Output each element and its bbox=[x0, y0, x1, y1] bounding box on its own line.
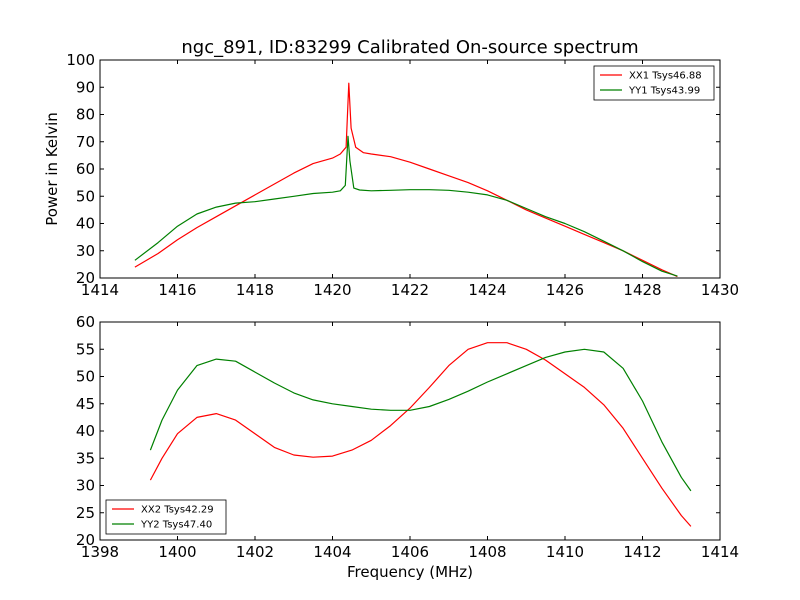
x-tick-label: 1420 bbox=[313, 281, 351, 299]
y-tick-label: 40 bbox=[76, 422, 95, 440]
x-tick-label: 1402 bbox=[236, 543, 274, 561]
x-tick-label: 1422 bbox=[391, 281, 429, 299]
x-tick-label: 1424 bbox=[468, 281, 506, 299]
x-tick-label: 1406 bbox=[391, 543, 429, 561]
y-tick-label: 50 bbox=[76, 368, 95, 386]
series-line-yy1 bbox=[134, 135, 678, 277]
y-tick-label: 55 bbox=[76, 340, 95, 358]
x-tick-label: 1428 bbox=[623, 281, 661, 299]
x-tick-label: 1398 bbox=[81, 543, 119, 561]
chart-title: ngc_891, ID:83299 Calibrated On-source s… bbox=[181, 37, 638, 58]
y-tick-label: 60 bbox=[76, 313, 95, 331]
legend: XX1 Tsys46.88 YY1 Tsys43.99 bbox=[593, 65, 715, 101]
legend-label: XX1 Tsys46.88 bbox=[629, 71, 702, 82]
x-tick-label: 1416 bbox=[158, 281, 196, 299]
y-tick-label: 20 bbox=[76, 531, 95, 549]
x-tick-label: 1410 bbox=[546, 543, 584, 561]
bottom-panel: 1398 1400 1402 1404 1406 1408 1410 1412 1414 20 25… bbox=[76, 313, 739, 561]
y-tick-label: 40 bbox=[76, 215, 95, 233]
legend-box bbox=[593, 65, 715, 101]
y-tick-label: 30 bbox=[76, 477, 95, 495]
y-tick-label: 25 bbox=[76, 504, 95, 522]
legend: XX2 Tsys42.29 YY2 Tsys47.40 bbox=[105, 499, 227, 535]
y-tick-label: 35 bbox=[76, 449, 95, 467]
x-tick-label: 1414 bbox=[701, 543, 739, 561]
top-panel: 1414 1416 1418 1420 1422 1424 1426 1428 1430 20 30… bbox=[66, 51, 739, 299]
y-tick-label: 90 bbox=[76, 78, 95, 96]
legend-label: YY1 Tsys43.99 bbox=[628, 86, 700, 97]
series-line-xx2 bbox=[149, 342, 692, 527]
y-tick-label: 80 bbox=[76, 106, 95, 124]
x-tick-label: 1404 bbox=[313, 543, 351, 561]
y-tick-label: 50 bbox=[76, 187, 95, 205]
x-tick-label: 1412 bbox=[623, 543, 661, 561]
x-tick-label: 1408 bbox=[468, 543, 506, 561]
y-tick-label: 20 bbox=[76, 269, 95, 287]
x-tick-label: 1400 bbox=[158, 543, 196, 561]
y-tick-label: 100 bbox=[66, 51, 95, 69]
legend-box bbox=[105, 499, 227, 535]
x-tick-label: 1426 bbox=[546, 281, 584, 299]
x-tick-label: 1430 bbox=[701, 281, 739, 299]
legend-label: YY2 Tsys47.40 bbox=[140, 520, 212, 531]
y-tick-label: 30 bbox=[76, 242, 95, 260]
y-tick-label: 70 bbox=[76, 133, 95, 151]
top-y-axis-label: Power in Kelvin bbox=[43, 112, 61, 226]
series-line-xx1 bbox=[134, 82, 678, 278]
x-tick-label: 1414 bbox=[81, 281, 119, 299]
y-tick-label: 60 bbox=[76, 160, 95, 178]
bottom-x-axis-label: Frequency (MHz) bbox=[347, 563, 473, 581]
x-tick-label: 1418 bbox=[236, 281, 274, 299]
series-line-yy2 bbox=[149, 348, 692, 492]
y-tick-label: 45 bbox=[76, 395, 95, 413]
legend-label: XX2 Tsys42.29 bbox=[141, 505, 214, 516]
